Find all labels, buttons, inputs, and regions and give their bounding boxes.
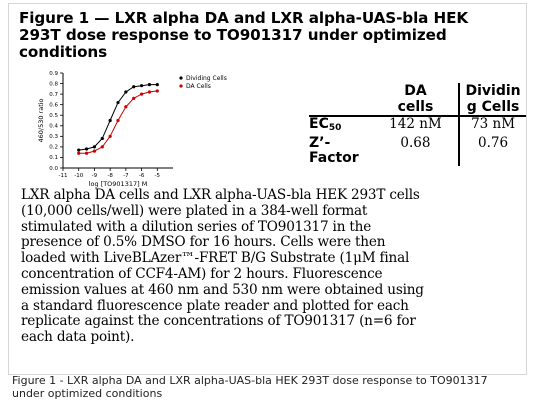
figure-title-line: Figure 1 — LXR alpha DA and LXR alpha-UA… — [19, 9, 469, 27]
legend-label: Dividing Cells — [186, 75, 227, 82]
data-point — [92, 149, 97, 153]
dose-response-chart: 0.0 0.1 0.2 0.3 0.4 0.5 0.6 0.7 0.8 0.9 -11 -10 -9 -8… — [23, 68, 281, 192]
description-line: emission values at 460 nm and 530 nm wer… — [21, 281, 424, 298]
description-line: loaded with LiveBLAzer™-FRET B/G Substra… — [21, 250, 410, 267]
data-point — [116, 118, 120, 123]
figure-description: LXR alpha DA cells and LXR alpha-UAS-bla… — [21, 187, 527, 346]
y-tick-label: 0.2 — [49, 145, 58, 151]
figure-title-line: conditions — [19, 43, 108, 61]
x-tick-label: -7 — [123, 173, 129, 179]
data-point — [147, 90, 152, 94]
description-line: concentration of CCF4-AM) for 2 hours. F… — [21, 265, 383, 282]
stats-cell-ec50-dividing: 73 nM — [471, 116, 516, 132]
data-point — [155, 83, 159, 87]
y-tick-label: 0.7 — [49, 92, 58, 98]
x-tick-label: -5 — [155, 173, 161, 179]
y-tick-label: 0.8 — [49, 81, 58, 87]
stats-row-label-ec50: EC50 — [309, 116, 373, 136]
stats-header-dividing-line: g Cells — [466, 99, 520, 115]
y-tick-label: 0.1 — [49, 155, 58, 161]
data-point — [84, 147, 89, 151]
stats-header-da-line: DA — [404, 83, 427, 99]
stats-cell-zfactor-da: 0.68 — [372, 136, 461, 166]
description-line: presence of 0.5% DMSO for 16 hours. Cell… — [21, 234, 386, 251]
y-axis-label: 460/530 ratio — [37, 98, 45, 142]
description-line: LXR alpha DA cells and LXR alpha-UAS-bla… — [21, 187, 420, 203]
ec-subscript: 50 — [328, 123, 342, 133]
description-line: a standard fluorescence plate reader and… — [21, 297, 409, 314]
description-line: replicate against the concentrations of … — [21, 313, 416, 330]
y-tick-label: 0.6 — [49, 102, 58, 108]
data-point — [155, 89, 159, 93]
y-tick-label: 0.4 — [49, 124, 58, 130]
series-line — [78, 84, 158, 151]
data-point — [108, 118, 112, 123]
data-point — [116, 100, 120, 105]
description-line: stimulated with a dilution series of TO9… — [21, 218, 372, 235]
x-tick-label: -11 — [59, 173, 68, 179]
data-point — [124, 90, 128, 94]
caption-line: under optimized conditions — [12, 386, 163, 400]
data-point — [124, 105, 128, 109]
stats-header-dividing-line: Dividin — [465, 83, 521, 99]
figure-title-line: 293T dose response to TO901317 under opt… — [19, 26, 447, 44]
data-point — [100, 145, 104, 149]
stats-cell-zfactor-dividing: 0.76 — [478, 135, 509, 151]
x-tick-label: -10 — [74, 173, 83, 179]
figure-caption: Figure 1 - LXR alpha DA and LXR alpha-UA… — [12, 374, 532, 400]
data-point — [147, 83, 152, 87]
caption-line: Figure 1 - LXR alpha DA and LXR alpha-UA… — [12, 374, 488, 387]
x-tick-label: -9 — [92, 173, 98, 179]
stats-header-da: DA cells — [372, 83, 461, 117]
y-tick-label: 0.3 — [49, 134, 58, 140]
figure-frame: Figure 1 — LXR alpha DA and LXR alpha-UA… — [8, 3, 527, 375]
stats-header-blank — [309, 83, 373, 117]
zfactor-label-line: Z’- — [309, 135, 331, 151]
dose-response-plot: 0.0 0.1 0.2 0.3 0.4 0.5 0.6 0.7 0.8 0.9 -11 -10 -9 -8… — [37, 71, 227, 188]
data-point — [132, 96, 136, 100]
stats-table: DA cells Dividin g Cells EC50 142 nM 73 … — [309, 83, 526, 166]
stats-header-dividing: Dividin g Cells — [459, 83, 526, 117]
data-point — [77, 148, 81, 152]
data-point — [84, 151, 89, 155]
ec-label: EC — [309, 116, 329, 132]
data-point — [100, 136, 104, 141]
x-tick-label: -8 — [107, 173, 113, 179]
legend-marker — [179, 76, 183, 80]
data-point — [132, 85, 136, 89]
data-point — [139, 84, 144, 88]
legend-marker — [179, 84, 183, 88]
x-axis-label: log [TO901317] M — [89, 180, 148, 188]
stats-header-da-line: cells — [397, 99, 434, 115]
y-tick-label: 0.5 — [49, 113, 58, 119]
legend-label: DA Cells — [186, 83, 211, 90]
data-point — [77, 151, 81, 155]
x-tick-label: -6 — [139, 173, 145, 179]
y-tick-label: 0.0 — [49, 166, 58, 172]
data-point — [92, 145, 97, 149]
stats-row-label-zfactor: Z’- Factor — [309, 136, 373, 166]
description-line: (10,000 cells/well) were plated in a 384… — [21, 202, 368, 219]
data-point — [108, 134, 112, 138]
description-line: each data point). — [21, 329, 135, 346]
data-point — [139, 92, 144, 96]
y-tick-label: 0.9 — [49, 71, 58, 77]
zfactor-label-line: Factor — [309, 150, 359, 166]
figure-title: Figure 1 — LXR alpha DA and LXR alpha-UA… — [19, 9, 469, 61]
stats-cell-ec50-da: 142 nM — [372, 116, 461, 136]
